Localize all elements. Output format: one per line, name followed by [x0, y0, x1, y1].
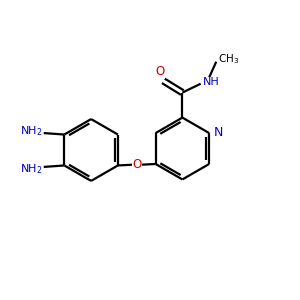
Text: O: O	[132, 158, 141, 171]
Text: NH$_2$: NH$_2$	[20, 162, 42, 176]
Text: N: N	[214, 126, 223, 139]
Text: NH: NH	[203, 77, 220, 87]
Text: NH$_2$: NH$_2$	[20, 124, 42, 138]
Text: O: O	[155, 65, 164, 78]
Text: CH$_3$: CH$_3$	[218, 52, 239, 66]
